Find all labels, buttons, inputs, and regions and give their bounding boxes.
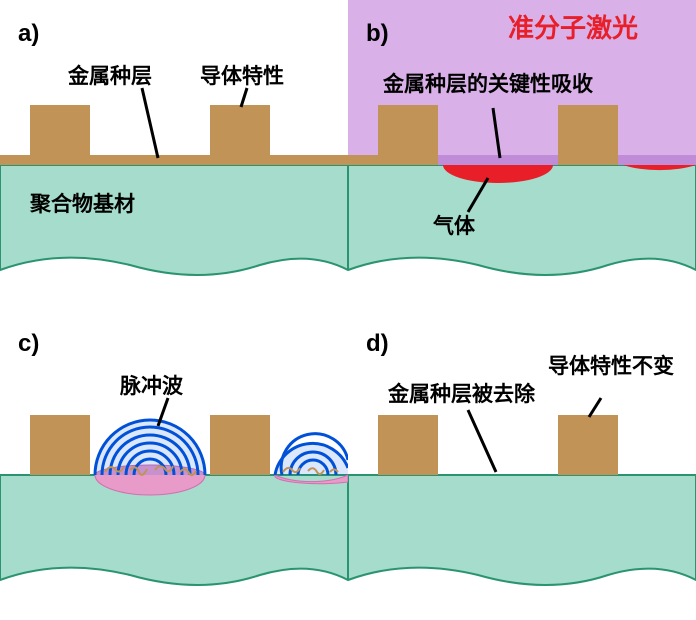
anno-gas-b: 气体 (433, 210, 475, 240)
panel-c: c) 脉冲波 (0, 310, 348, 620)
panel-label-b: b) (366, 20, 389, 48)
block-b2 (558, 105, 618, 165)
panel-d: d) 金属种层被去除 导体特性不变 (348, 310, 696, 620)
panel-c-svg (0, 310, 348, 620)
laser-strip-b2 (618, 155, 696, 165)
block-c2 (210, 415, 270, 475)
leader-removed-d (468, 410, 496, 472)
leader-unchanged-d (589, 398, 601, 417)
block-d2 (558, 415, 618, 475)
leader-seed-a (142, 88, 158, 158)
anno-pulse-c: 脉冲波 (120, 370, 183, 400)
panel-a-svg (0, 0, 348, 310)
block-a1 (30, 105, 90, 165)
panel-label-c: c) (18, 330, 39, 358)
anno-seed-a: 金属种层 (68, 60, 152, 90)
anno-abs-b: 金属种层的关键性吸收 (383, 68, 593, 98)
block-b1 (378, 105, 438, 165)
panel-b-svg (348, 0, 696, 310)
block-a2 (210, 105, 270, 165)
substrate-d (348, 475, 696, 585)
block-d1 (378, 415, 438, 475)
substrate-b (348, 165, 696, 275)
anno-laser-b: 准分子激光 (508, 8, 638, 45)
seed-b0 (348, 155, 378, 165)
anno-sub-a: 聚合物基材 (30, 188, 135, 218)
panel-label-a: a) (18, 20, 39, 48)
pulse-c1 (95, 420, 205, 475)
block-c1 (30, 415, 90, 475)
panel-label-d: d) (366, 330, 389, 358)
substrate-a (0, 165, 348, 275)
anno-removed-d: 金属种层被去除 (388, 378, 535, 408)
panel-a: a) 金属种层 导体特性 聚合物基材 (0, 0, 348, 310)
laser-strip-b1 (438, 155, 558, 165)
pulse-c2 (275, 434, 348, 475)
anno-cond-a: 导体特性 (200, 60, 284, 90)
leader-cond-a (241, 88, 247, 107)
panel-b: b) 准分子激光 金属种层的关键性吸收 气体 (348, 0, 696, 310)
anno-unchanged-d: 导体特性不变 (548, 350, 674, 380)
